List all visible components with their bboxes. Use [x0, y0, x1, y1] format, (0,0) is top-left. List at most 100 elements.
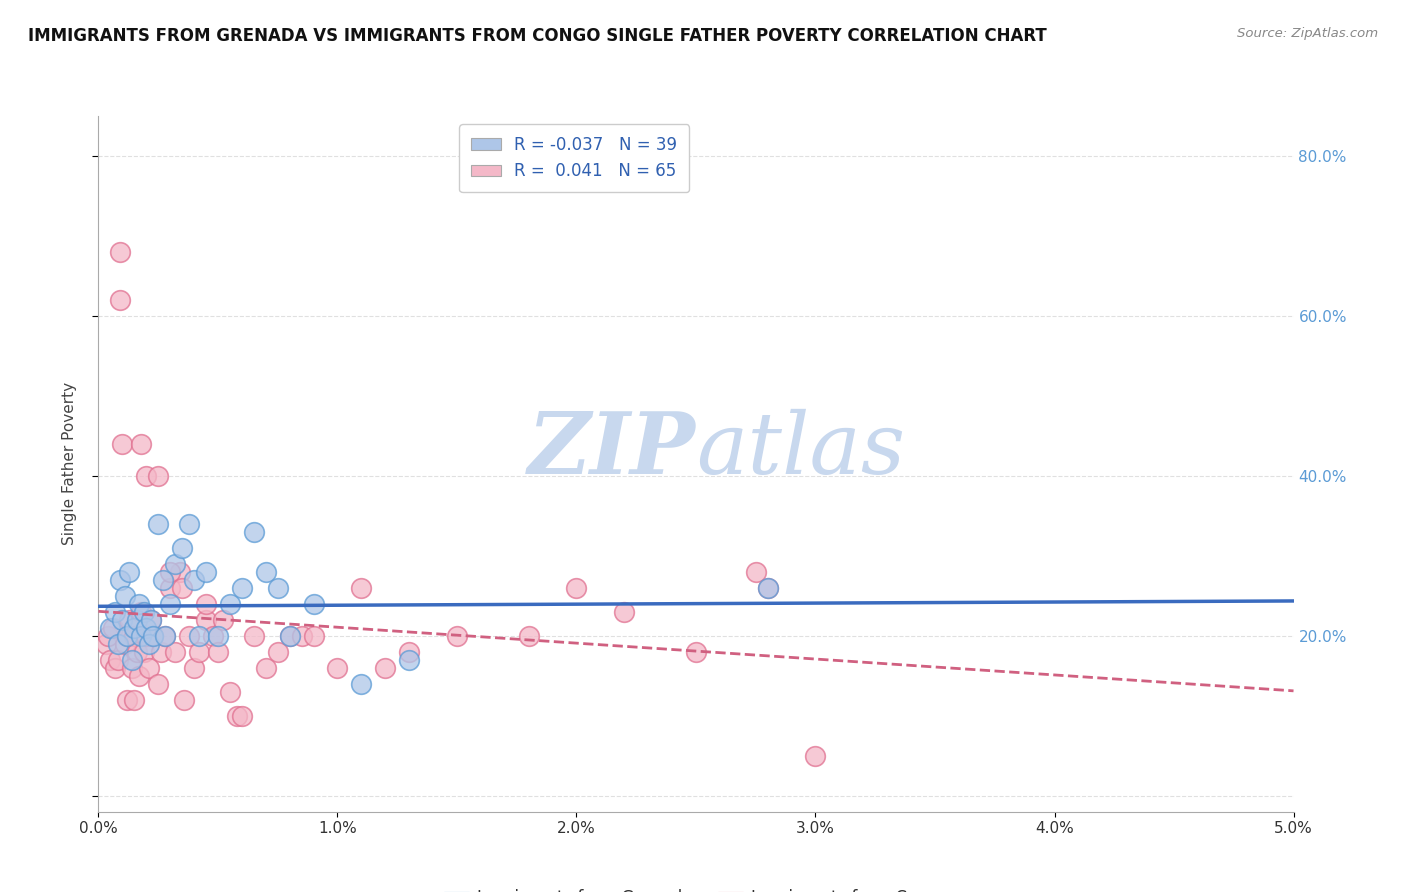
Text: Source: ZipAtlas.com: Source: ZipAtlas.com: [1237, 27, 1378, 40]
Point: [195, 597, 218, 611]
Point: [100, 621, 122, 635]
Point: [138, 637, 160, 651]
Point: [745, 565, 768, 579]
Text: IMMIGRANTS FROM GRENADA VS IMMIGRANTS FROM CONGO SINGLE FATHER POVERTY CORRELATI: IMMIGRANTS FROM GRENADA VS IMMIGRANTS FR…: [28, 27, 1047, 45]
Point: [685, 645, 707, 659]
Point: [159, 565, 181, 579]
Point: [195, 565, 218, 579]
Point: [148, 468, 170, 483]
Point: [108, 293, 131, 307]
Point: [118, 613, 141, 627]
Point: [163, 557, 186, 571]
Point: [756, 581, 779, 595]
Point: [111, 437, 134, 451]
Point: [202, 629, 225, 643]
Point: [100, 653, 122, 667]
Point: [125, 645, 148, 659]
Point: [148, 677, 170, 691]
Point: [135, 629, 157, 643]
Point: [302, 597, 325, 611]
Point: [115, 629, 138, 643]
Point: [804, 748, 827, 763]
Point: [108, 244, 131, 259]
Point: [169, 565, 191, 579]
Point: [219, 597, 242, 611]
Point: [131, 437, 153, 451]
Point: [219, 685, 242, 699]
Point: [243, 629, 266, 643]
Point: [231, 708, 253, 723]
Point: [278, 629, 301, 643]
Point: [446, 629, 468, 643]
Point: [139, 613, 162, 627]
Point: [350, 677, 373, 691]
Point: [115, 692, 138, 706]
Point: [231, 581, 253, 595]
Point: [159, 581, 181, 595]
Point: [139, 613, 162, 627]
Point: [254, 565, 277, 579]
Point: [398, 653, 420, 667]
Point: [132, 645, 155, 659]
Point: [152, 573, 174, 587]
Point: [115, 629, 138, 643]
Point: [124, 692, 146, 706]
Point: [163, 645, 186, 659]
Point: [187, 629, 209, 643]
Point: [374, 661, 396, 675]
Point: [104, 661, 127, 675]
Text: atlas: atlas: [696, 409, 905, 491]
Legend: Immigrants from Grenada, Immigrants from Congo: Immigrants from Grenada, Immigrants from…: [437, 883, 955, 892]
Y-axis label: Single Father Poverty: Single Father Poverty: [62, 383, 77, 545]
Point: [565, 581, 588, 595]
Point: [135, 468, 157, 483]
Point: [108, 573, 131, 587]
Point: [155, 629, 177, 643]
Point: [326, 661, 349, 675]
Point: [179, 629, 201, 643]
Point: [114, 637, 136, 651]
Point: [517, 629, 540, 643]
Point: [118, 565, 141, 579]
Point: [243, 524, 266, 539]
Point: [155, 629, 177, 643]
Point: [142, 629, 165, 643]
Point: [104, 605, 127, 619]
Point: [267, 581, 290, 595]
Point: [125, 613, 148, 627]
Point: [121, 653, 143, 667]
Point: [94, 637, 117, 651]
Point: [121, 661, 143, 675]
Point: [207, 629, 229, 643]
Point: [135, 621, 157, 635]
Point: [267, 645, 290, 659]
Point: [114, 589, 136, 603]
Point: [107, 637, 129, 651]
Point: [101, 621, 124, 635]
Point: [211, 613, 233, 627]
Point: [149, 645, 172, 659]
Point: [138, 661, 160, 675]
Point: [756, 581, 779, 595]
Text: ZIP: ZIP: [529, 409, 696, 491]
Point: [148, 516, 170, 531]
Point: [179, 516, 201, 531]
Point: [398, 645, 420, 659]
Point: [290, 629, 312, 643]
Point: [183, 661, 205, 675]
Point: [107, 653, 129, 667]
Point: [350, 581, 373, 595]
Point: [226, 708, 249, 723]
Point: [159, 597, 181, 611]
Point: [173, 692, 195, 706]
Point: [613, 605, 636, 619]
Point: [128, 669, 150, 683]
Point: [131, 605, 153, 619]
Point: [142, 629, 165, 643]
Point: [97, 629, 120, 643]
Point: [124, 629, 146, 643]
Point: [131, 629, 153, 643]
Point: [207, 645, 229, 659]
Point: [172, 541, 194, 555]
Point: [183, 573, 205, 587]
